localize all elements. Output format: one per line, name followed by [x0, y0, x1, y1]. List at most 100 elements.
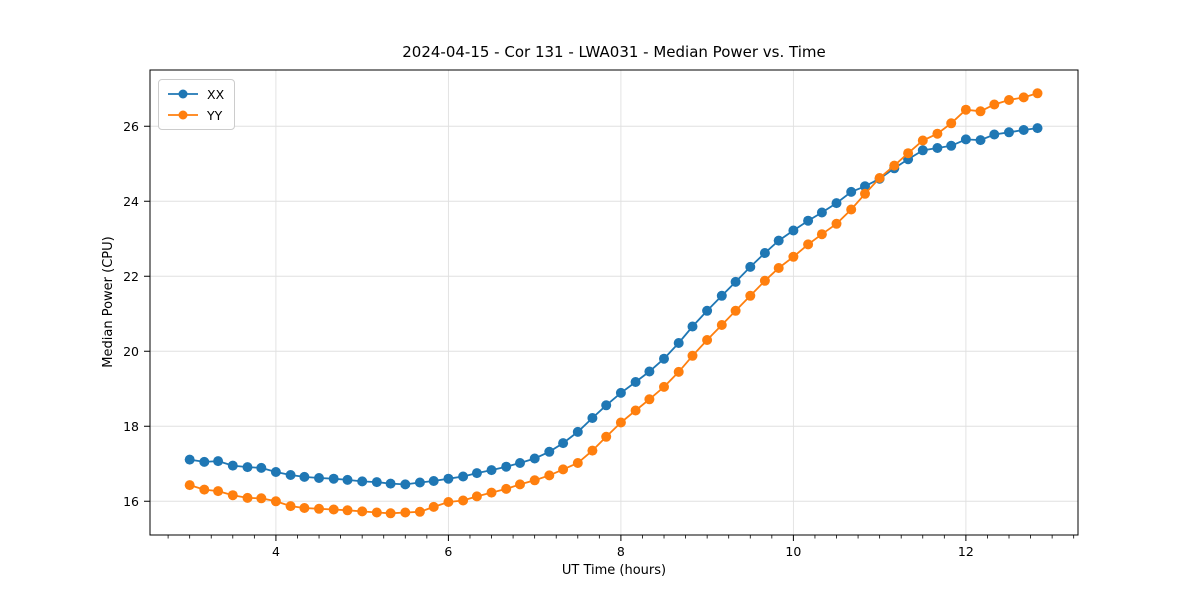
data-point-marker	[960, 104, 971, 115]
data-point-marker	[587, 413, 598, 423]
axes-spines	[149, 69, 1079, 536]
data-point-marker	[544, 470, 555, 481]
data-point-marker	[357, 506, 368, 517]
data-point-marker	[544, 446, 555, 457]
y-tick-label: 16	[123, 494, 139, 509]
data-point-marker	[529, 453, 540, 464]
data-point-marker	[1032, 123, 1043, 134]
x-tick-label: 6	[444, 544, 452, 559]
legend-label-yy: YY	[207, 107, 223, 123]
data-point-marker	[400, 507, 411, 518]
data-point-marker	[256, 493, 267, 504]
x-tick-label: 12	[958, 544, 974, 559]
data-point-marker	[788, 251, 799, 262]
data-point-marker	[270, 467, 281, 477]
data-point-marker	[428, 476, 439, 486]
data-point-marker	[414, 477, 425, 488]
legend-item-yy: YY	[167, 106, 224, 124]
data-point-marker	[199, 484, 210, 495]
data-point-marker	[730, 276, 741, 287]
data-point-marker	[515, 458, 525, 468]
legend: XX YY	[158, 79, 236, 130]
axis-tick-labels: 4 6 8 10 12 16 18 20 22 24 26	[123, 119, 974, 559]
xx-line-marker-icon	[168, 89, 198, 99]
data-point-marker	[529, 475, 540, 486]
y-tick-label: 26	[123, 119, 139, 134]
data-point-marker	[644, 366, 655, 377]
data-point-marker	[184, 454, 195, 465]
y-tick-label: 24	[123, 194, 139, 209]
data-point-marker	[213, 456, 224, 467]
data-point-marker	[846, 186, 857, 197]
data-point-marker	[443, 473, 454, 484]
data-point-marker	[917, 135, 928, 146]
data-point-marker	[299, 471, 310, 482]
data-point-marker	[803, 239, 814, 250]
data-point-marker	[1018, 92, 1029, 103]
data-point-marker	[184, 480, 195, 491]
data-point-marker	[357, 476, 368, 487]
data-point-marker	[458, 495, 469, 506]
data-point-marker	[903, 148, 914, 159]
data-point-marker	[227, 460, 238, 471]
data-point-marker	[443, 497, 454, 507]
data-series	[184, 88, 1043, 519]
data-point-marker	[486, 487, 497, 498]
data-point-marker	[486, 465, 497, 476]
legend-label-xx: XX	[207, 86, 225, 102]
data-point-marker	[400, 479, 411, 490]
data-point-marker	[773, 263, 784, 273]
data-point-marker	[615, 417, 626, 428]
x-tick-label: 8	[617, 544, 625, 559]
x-tick-label: 4	[272, 544, 280, 559]
data-point-marker	[314, 473, 324, 483]
data-point-marker	[659, 353, 669, 364]
data-point-marker	[803, 215, 814, 226]
data-point-marker	[227, 490, 238, 501]
x-tick-label: 10	[785, 544, 801, 559]
axis-ticks	[144, 125, 1075, 541]
data-point-marker	[385, 508, 396, 519]
data-point-marker	[946, 118, 957, 129]
data-point-marker	[471, 491, 482, 502]
data-point-marker	[745, 290, 756, 301]
data-point-marker	[601, 431, 612, 442]
data-point-marker	[501, 483, 512, 494]
data-point-marker	[630, 405, 641, 416]
data-point-marker	[702, 335, 713, 345]
data-point-marker	[371, 477, 382, 488]
x-axis-label: UT Time (hours)	[562, 563, 666, 578]
data-point-marker	[846, 204, 857, 215]
data-point-marker	[371, 507, 382, 518]
yy-line-marker-icon	[168, 110, 198, 120]
chart-title: 2024-04-15 - Cor 131 - LWA031 - Median P…	[402, 43, 826, 61]
data-point-marker	[816, 207, 827, 218]
data-point-marker	[989, 129, 1000, 140]
data-point-marker	[687, 350, 698, 361]
y-tick-label: 22	[123, 269, 139, 284]
data-point-marker	[270, 496, 281, 507]
data-point-marker	[917, 145, 928, 156]
legend-item-xx: XX	[167, 85, 224, 103]
grid-lines	[150, 70, 1078, 535]
data-point-marker	[860, 188, 870, 199]
data-point-marker	[328, 473, 339, 484]
data-point-marker	[385, 478, 396, 489]
series-xx-line	[189, 127, 1038, 486]
data-point-marker	[673, 366, 684, 377]
data-point-marker	[515, 479, 525, 490]
data-point-marker	[730, 305, 741, 316]
y-axis-label: Median Power (CPU)	[101, 236, 116, 367]
data-point-marker	[702, 305, 713, 316]
data-point-marker	[759, 248, 770, 258]
data-point-marker	[1004, 127, 1014, 138]
data-point-marker	[572, 458, 583, 468]
data-point-marker	[256, 462, 267, 473]
data-point-marker	[328, 504, 339, 515]
data-point-marker	[989, 99, 1000, 110]
data-point-marker	[299, 503, 310, 513]
data-point-marker	[314, 503, 324, 514]
data-point-marker	[860, 181, 870, 192]
data-point-marker	[601, 400, 612, 411]
